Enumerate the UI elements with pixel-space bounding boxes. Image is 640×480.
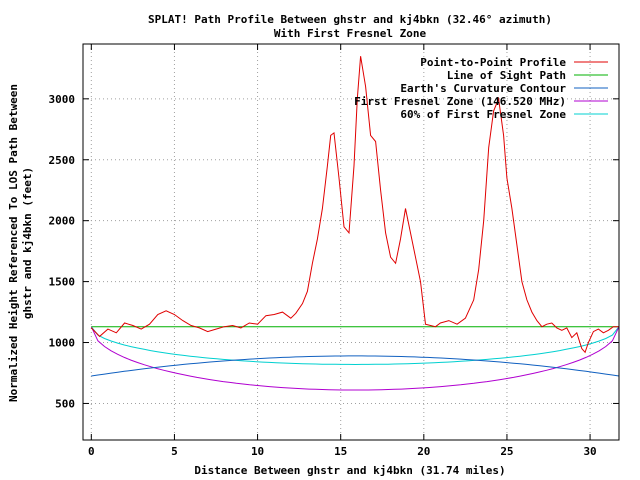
- legend-label-los: Line of Sight Path: [447, 69, 566, 82]
- y-tick-label: 2500: [49, 154, 76, 167]
- x-tick-label: 15: [334, 445, 347, 458]
- series-line-fresnel: [90, 326, 620, 391]
- series-line-fresnel60: [90, 326, 620, 366]
- y-axis-label-line2: ghstr and kj4bkn (feet): [21, 167, 34, 319]
- x-axis-label: Distance Between ghstr and kj4bkn (31.74…: [194, 464, 505, 477]
- chart-title: SPLAT! Path Profile Between ghstr and kj…: [148, 13, 552, 26]
- y-tick-label: 1500: [49, 276, 76, 289]
- y-axis-ticks: 500 1000 1500 2000 2500 3000: [49, 93, 619, 410]
- x-tick-label: 10: [251, 445, 264, 458]
- legend-label-curvature: Earth's Curvature Contour: [400, 82, 566, 95]
- y-tick-label: 1000: [49, 337, 76, 350]
- plot-series: [90, 56, 620, 391]
- legend-label-fresnel: First Fresnel Zone (146.520 MHz): [354, 95, 566, 108]
- x-tick-label: 0: [88, 445, 95, 458]
- y-axis-label-line1: Normalized Height Referenced To LOS Path…: [7, 84, 20, 402]
- series-line-profile: [90, 56, 619, 354]
- x-tick-label: 20: [417, 445, 430, 458]
- y-tick-label: 3000: [49, 93, 76, 106]
- x-tick-label: 25: [500, 445, 513, 458]
- grid: [83, 44, 619, 440]
- x-tick-label: 5: [171, 445, 178, 458]
- x-tick-label: 30: [583, 445, 596, 458]
- y-tick-label: 2000: [49, 215, 76, 228]
- y-tick-label: 500: [55, 397, 75, 410]
- x-axis-ticks: 0 5 10 15 20 25 30: [88, 44, 597, 458]
- series-line-curvature: [91, 355, 620, 377]
- legend-label-fresnel60: 60% of First Fresnel Zone: [400, 108, 566, 121]
- plot-frame: [82, 43, 620, 441]
- chart-subtitle: With First Fresnel Zone: [274, 27, 427, 40]
- legend-label-profile: Point-to-Point Profile: [420, 56, 566, 69]
